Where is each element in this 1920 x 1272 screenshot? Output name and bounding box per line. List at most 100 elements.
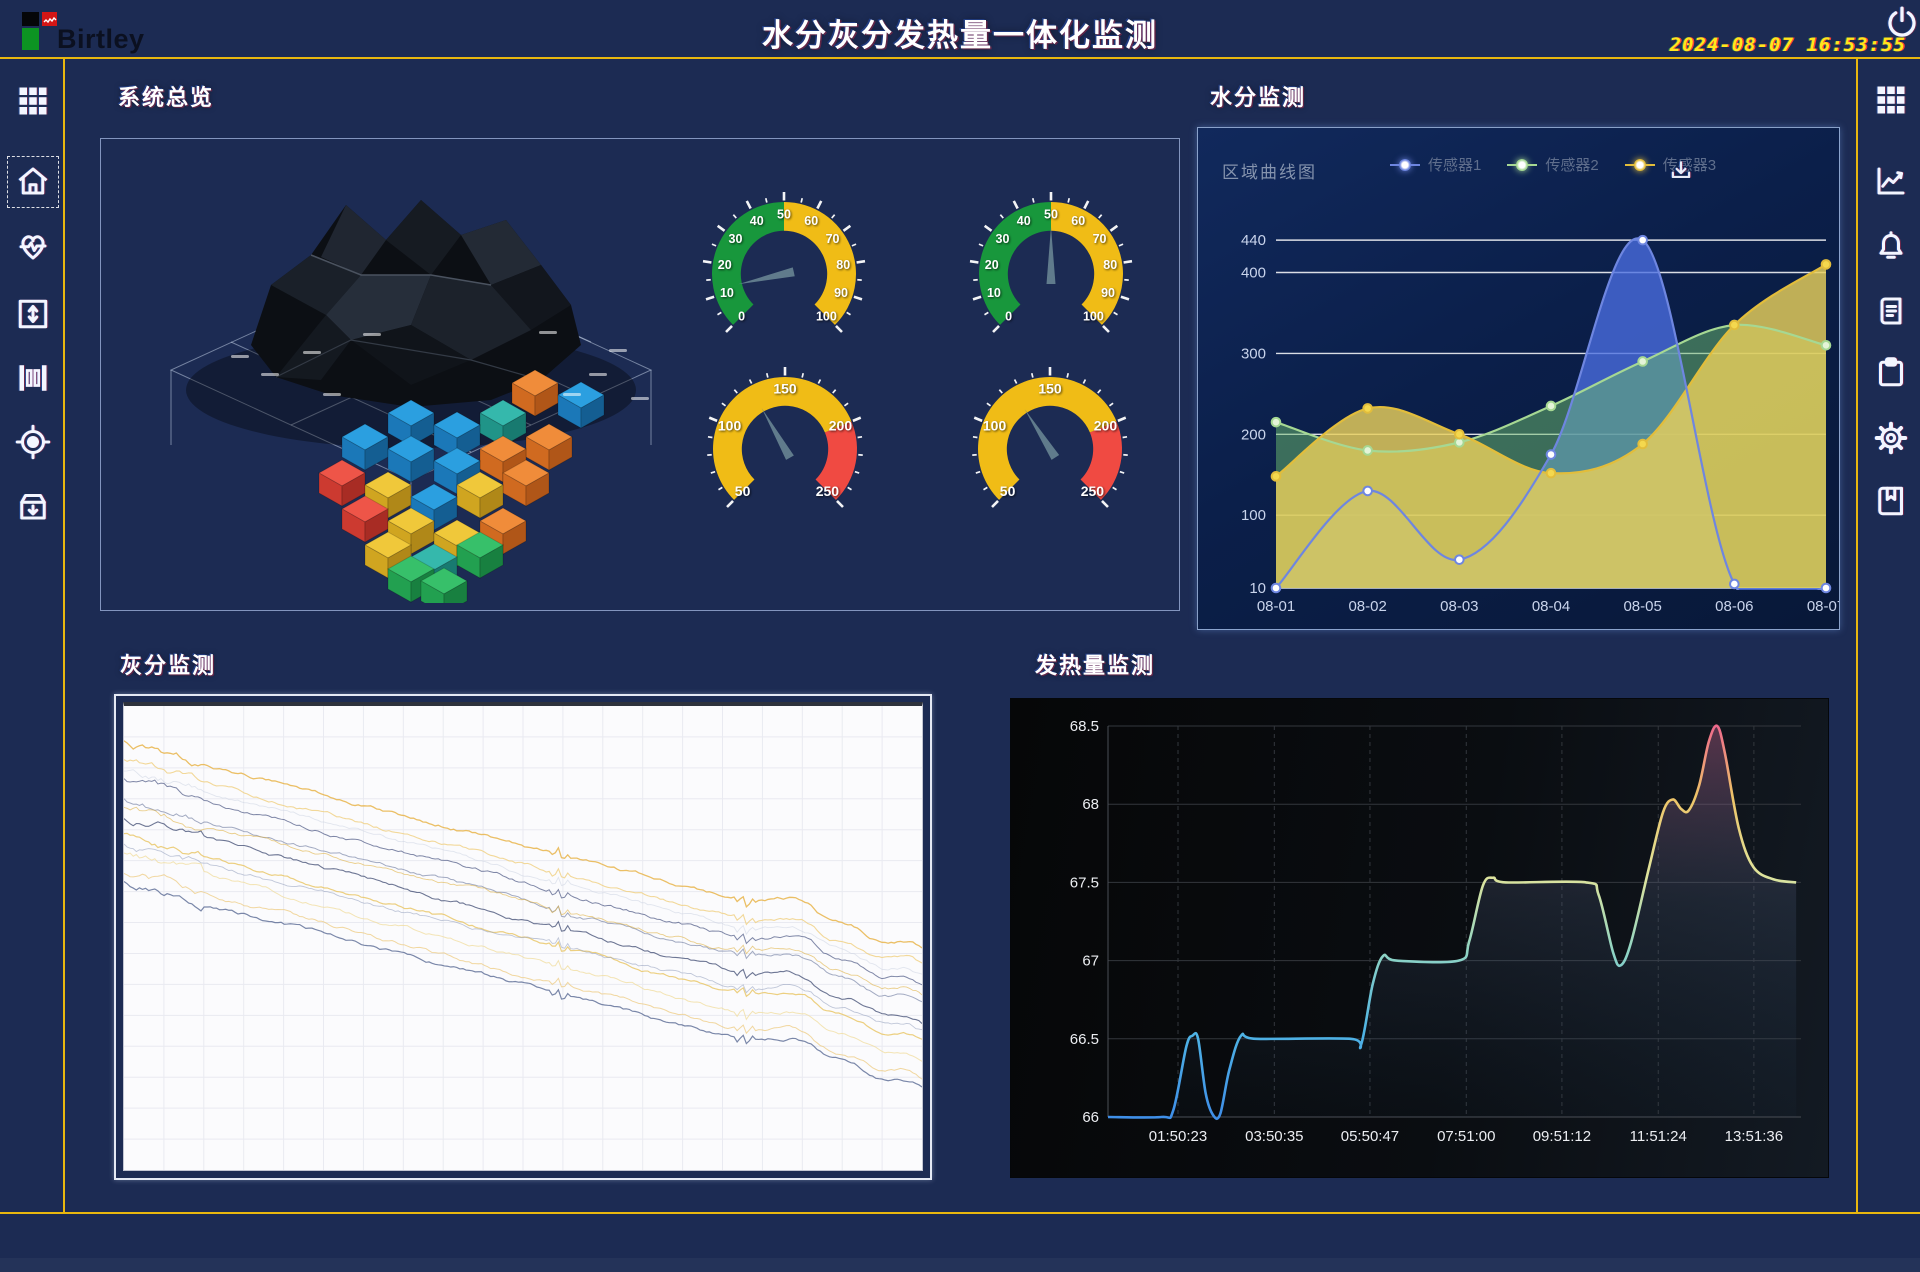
ash-trend-chart[interactable] xyxy=(124,706,922,1170)
svg-text:80: 80 xyxy=(836,258,850,272)
svg-text:150: 150 xyxy=(773,381,797,397)
gauge-bottom-left[interactable]: 50 100 150 200 250 xyxy=(685,361,885,531)
svg-text:90: 90 xyxy=(1101,286,1115,300)
ash-chart-frame xyxy=(123,702,923,1171)
svg-text:30: 30 xyxy=(729,232,743,246)
svg-text:0: 0 xyxy=(738,310,745,324)
datetime-display: 2024-08-07 16:53:55 xyxy=(1669,34,1906,56)
x-tick-label: 13:51:36 xyxy=(1725,1128,1783,1145)
legend-item[interactable]: 传感器2 xyxy=(1507,154,1599,175)
y-tick-label: 100 xyxy=(1241,507,1266,524)
svg-text:200: 200 xyxy=(829,418,853,434)
footer-divider xyxy=(0,1212,1920,1214)
overview-panel-title: 系统总览 xyxy=(118,85,215,110)
grid-icon[interactable] xyxy=(15,83,51,119)
svg-text:10: 10 xyxy=(720,286,734,300)
y-tick-label: 66.5 xyxy=(1070,1031,1099,1048)
x-tick-label: 08-06 xyxy=(1715,598,1753,615)
logo-black-square xyxy=(22,12,39,26)
active-item-outline xyxy=(7,156,59,208)
legend-label: 传感器1 xyxy=(1428,157,1482,174)
x-tick-label: 08-02 xyxy=(1348,598,1386,615)
gauge-top-left[interactable]: 0 10 20 30 40 50 60 70 80 90 100 xyxy=(684,186,884,356)
svg-text:100: 100 xyxy=(983,418,1007,434)
page-title: 水分灰分发热量一体化监测 xyxy=(762,18,1158,53)
calorific-panel: 66 66.5 67 67.5 68 68.5 01:50:23 03:50:35 05:50:… xyxy=(1010,698,1829,1178)
x-tick-label: 08-01 xyxy=(1257,598,1295,615)
y-tick-label: 200 xyxy=(1241,426,1266,443)
y-tick-label: 10 xyxy=(1249,580,1266,597)
expand-vertical-icon[interactable] xyxy=(15,296,51,332)
moisture-panel-title: 水分监测 xyxy=(1210,85,1307,110)
y-tick-label: 67.5 xyxy=(1070,874,1099,891)
svg-text:250: 250 xyxy=(816,483,840,499)
header: Birtley 水分灰分发热量一体化监测 2024-08-07 16:53:55 xyxy=(0,0,1920,57)
gear-icon[interactable] xyxy=(1873,420,1909,456)
svg-text:40: 40 xyxy=(1017,214,1031,228)
svg-text:90: 90 xyxy=(834,286,848,300)
svg-text:50: 50 xyxy=(777,207,791,221)
svg-text:60: 60 xyxy=(1071,214,1085,228)
overview-panel: 0 10 20 30 40 50 60 70 80 90 100 0 10 20 30 40 50 60 70 80… xyxy=(100,138,1180,611)
gauge-top-right[interactable]: 0 10 20 30 40 50 60 70 80 90 100 xyxy=(951,186,1151,356)
x-tick-label: 09:51:12 xyxy=(1533,1128,1591,1145)
gauge-bottom-right[interactable]: 50 100 150 200 250 xyxy=(950,361,1150,531)
svg-text:20: 20 xyxy=(718,258,732,272)
brand-logo[interactable]: Birtley xyxy=(20,8,200,54)
download-icon[interactable] xyxy=(1668,158,1694,184)
svg-text:250: 250 xyxy=(1081,483,1105,499)
archive-down-icon[interactable] xyxy=(15,488,51,524)
moisture-chart-title: 区域曲线图 xyxy=(1222,163,1317,182)
x-tick-label: 08-03 xyxy=(1440,598,1478,615)
legend-marker xyxy=(1624,158,1655,171)
coal-stockpile-3d-visual[interactable] xyxy=(111,145,671,603)
svg-text:150: 150 xyxy=(1038,381,1062,397)
legend-marker xyxy=(1390,158,1420,171)
legend-item[interactable]: 传感器3 xyxy=(1624,154,1717,175)
svg-text:20: 20 xyxy=(985,258,999,272)
ash-panel-title: 灰分监测 xyxy=(120,653,217,678)
moisture-area-chart[interactable]: 10 100 200 300 400 440 08-01 08-02 08-03 08-04 08-… xyxy=(1198,128,1839,629)
target-icon[interactable] xyxy=(15,424,51,460)
svg-text:30: 30 xyxy=(996,232,1010,246)
svg-text:60: 60 xyxy=(804,214,818,228)
grid-icon[interactable] xyxy=(1873,82,1909,118)
y-tick-label: 68.5 xyxy=(1070,718,1099,735)
x-tick-label: 03:50:35 xyxy=(1245,1128,1303,1145)
svg-text:50: 50 xyxy=(1000,483,1016,499)
x-tick-label: 01:50:23 xyxy=(1149,1128,1207,1145)
svg-text:0: 0 xyxy=(1005,310,1012,324)
coal-pile xyxy=(251,200,581,407)
legend-label: 传感器3 xyxy=(1662,157,1717,174)
brand-name: Birtley xyxy=(57,24,145,54)
logo-trend-icon xyxy=(43,16,57,24)
svg-text:80: 80 xyxy=(1103,258,1117,272)
calorific-panel-title: 发热量监测 xyxy=(1035,653,1156,678)
home-icon[interactable] xyxy=(15,163,51,199)
calorific-line-chart[interactable]: 66 66.5 67 67.5 68 68.5 01:50:23 03:50:35 05:50:… xyxy=(1011,699,1828,1177)
moisture-legend: 传感器1 传感器2 传感器3 xyxy=(1390,154,1716,175)
y-tick-label: 300 xyxy=(1241,345,1266,362)
x-tick-label: 05:50:47 xyxy=(1341,1128,1399,1145)
legend-label: 传感器2 xyxy=(1545,157,1599,174)
line-chart-icon[interactable] xyxy=(1873,163,1909,199)
svg-text:50: 50 xyxy=(1044,207,1058,221)
svg-text:40: 40 xyxy=(750,214,764,228)
power-icon[interactable] xyxy=(1884,4,1920,40)
book-icon[interactable] xyxy=(1873,483,1909,519)
logo-green-square xyxy=(22,28,39,50)
legend-item[interactable]: 传感器1 xyxy=(1390,154,1481,175)
svg-text:10: 10 xyxy=(987,286,1001,300)
document-icon[interactable] xyxy=(1873,293,1909,329)
y-tick-label: 440 xyxy=(1241,232,1266,249)
clipboard-icon[interactable] xyxy=(1873,354,1909,390)
bell-icon[interactable] xyxy=(1873,228,1909,264)
heart-pulse-icon[interactable] xyxy=(15,228,51,264)
svg-text:100: 100 xyxy=(816,310,837,324)
svg-text:100: 100 xyxy=(718,418,742,434)
meter-bars-icon[interactable] xyxy=(15,360,51,396)
left-rail-divider xyxy=(63,57,65,1212)
x-tick-label: 08-05 xyxy=(1623,598,1661,615)
svg-text:200: 200 xyxy=(1094,418,1118,434)
